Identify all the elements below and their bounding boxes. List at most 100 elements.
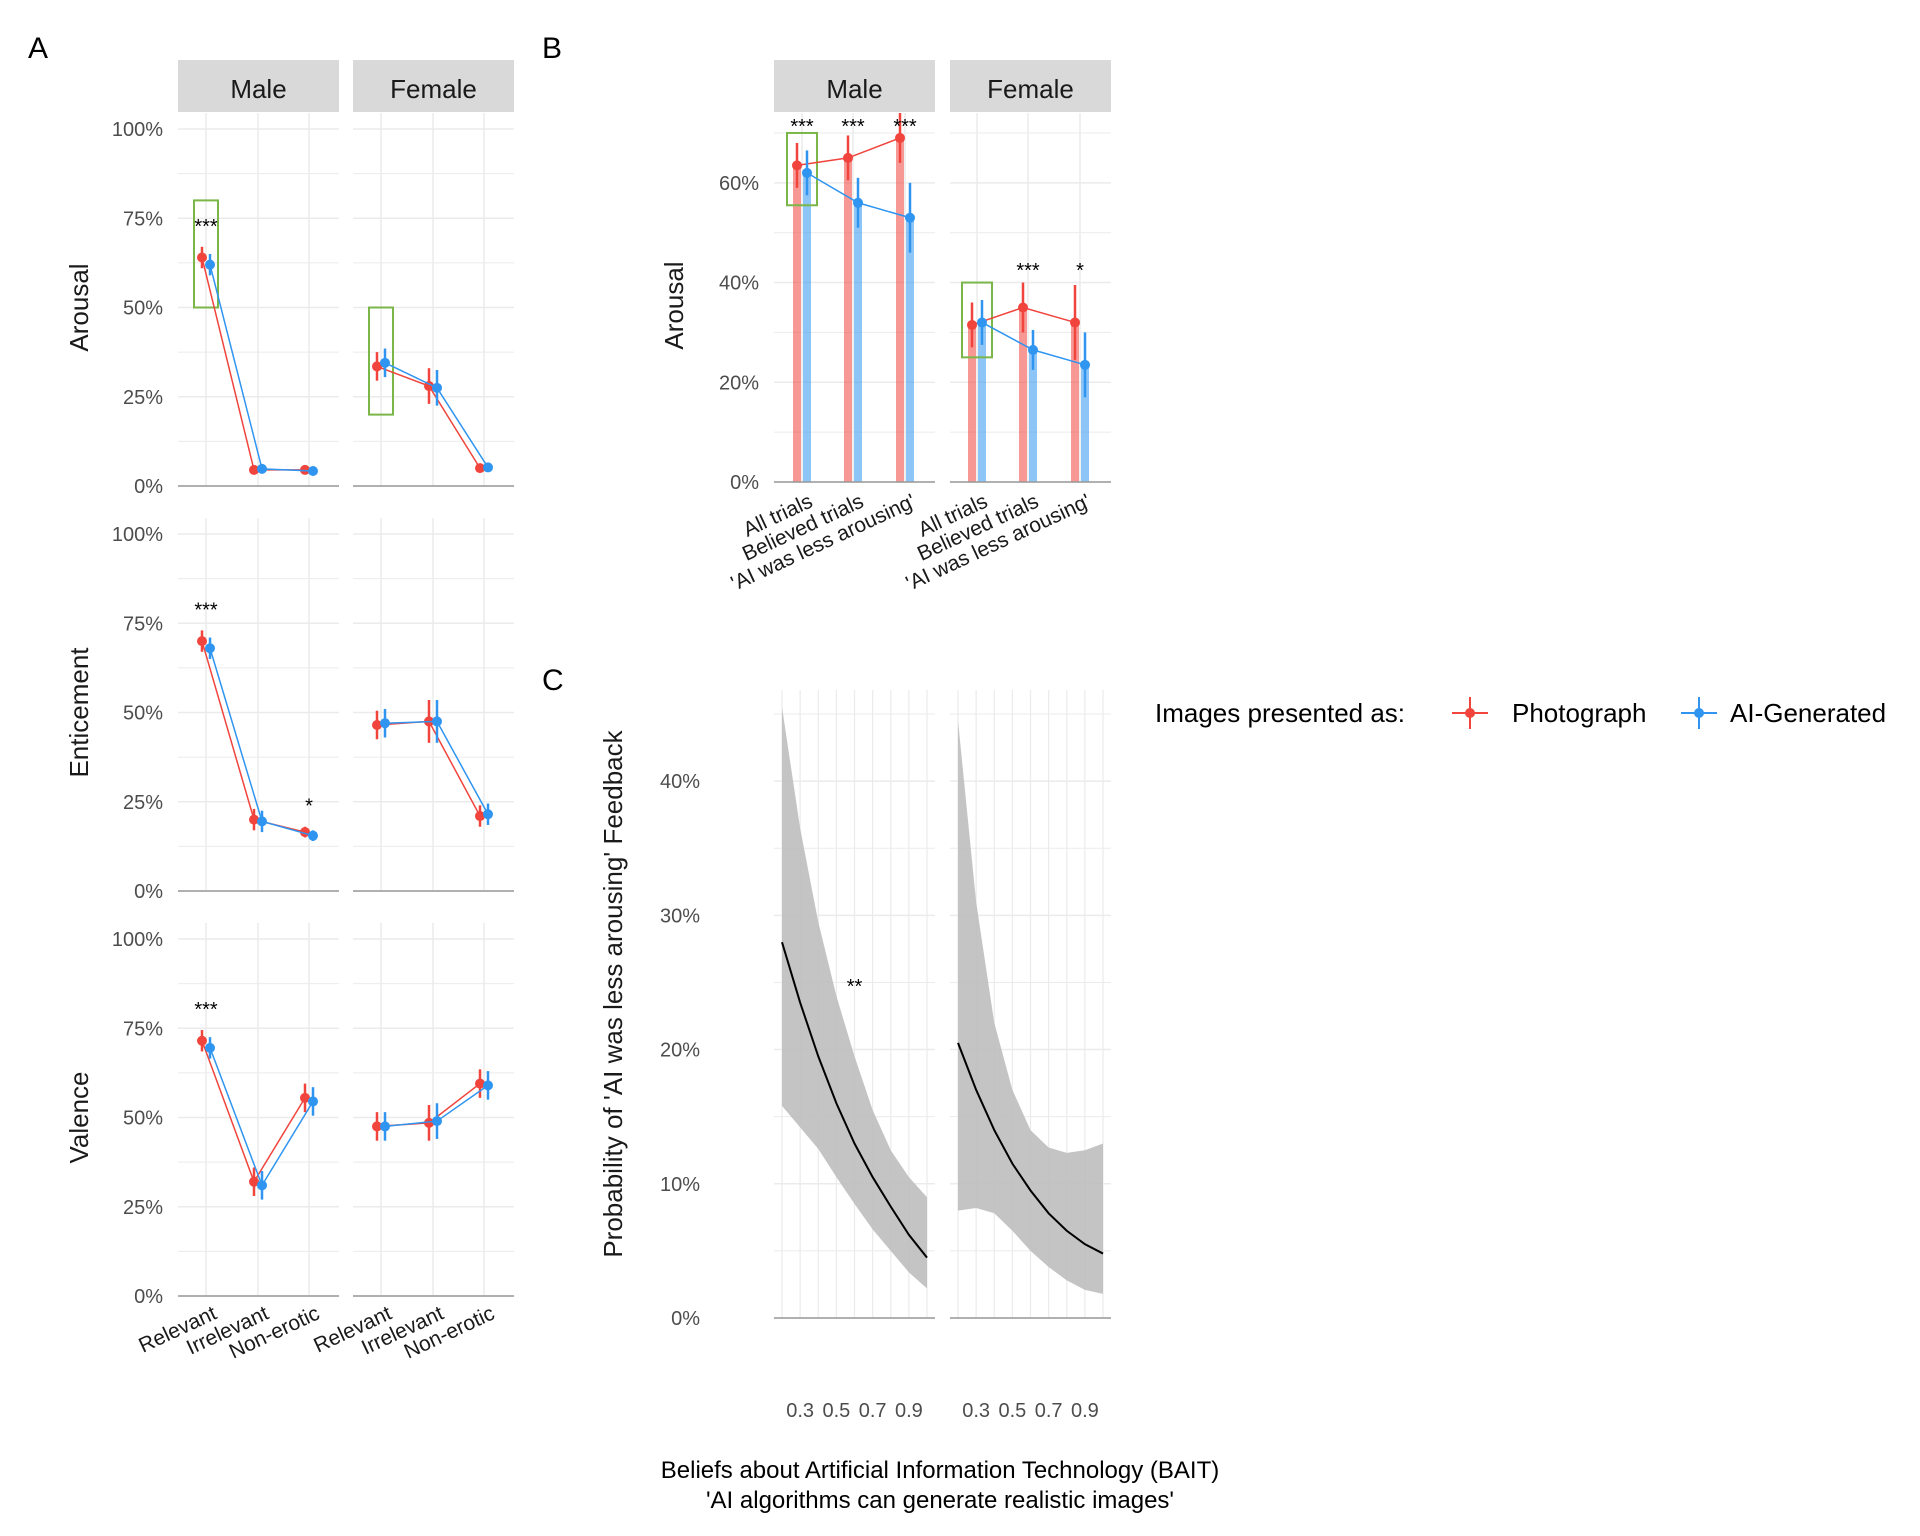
point-a [475, 811, 485, 822]
xtick-c: 0.9 [1071, 1400, 1099, 1422]
point-b [1080, 359, 1090, 370]
xlabel-c-line-1: 'AI algorithms can generate realistic im… [706, 1487, 1174, 1514]
series-line-a-ai-generated [209, 1047, 314, 1188]
sig-label-a: *** [194, 999, 218, 1021]
bar-b-ai-generated [906, 217, 914, 482]
ytick-a: 50% [123, 703, 163, 725]
ytick-a: 100% [112, 119, 163, 141]
bar-b-photograph [896, 137, 904, 483]
point-a [308, 1096, 318, 1107]
ytick-a: 0% [134, 1286, 163, 1308]
bar-b-ai-generated [978, 322, 986, 482]
point-a [380, 357, 390, 368]
sig-label-b: * [1076, 260, 1084, 282]
fit-line-c [957, 1042, 1104, 1255]
ytick-c: 40% [660, 771, 700, 793]
ylabel-b: Arousal [659, 261, 689, 349]
ytick-a: 75% [123, 613, 163, 635]
point-a [257, 1180, 267, 1191]
xtick-c: 0.3 [962, 1400, 990, 1422]
point-a [308, 466, 318, 477]
ytick-b: 40% [719, 273, 759, 295]
ytick-b: 0% [730, 472, 759, 494]
point-a [257, 816, 267, 827]
ytick-a: 25% [123, 387, 163, 409]
ytick-a: 0% [134, 476, 163, 498]
point-a [197, 252, 207, 263]
point-a [380, 718, 390, 729]
point-b [1018, 302, 1028, 313]
point-a [205, 643, 215, 654]
ylabel-a-0: Arousal [64, 263, 94, 351]
panel-c-bait-probability: Probability of 'AI was less arousing' Fe… [598, 690, 1219, 1514]
xtick-c: 0.7 [859, 1400, 887, 1422]
ytick-a: 50% [123, 298, 163, 320]
panel-a-arousal-enticement-valence: Male Female Arousal *** 0% 25% 50% 75% 100% Entic… [64, 60, 514, 1363]
sig-label-a: *** [194, 216, 218, 238]
point-b [792, 160, 802, 171]
bar-b-ai-generated [1029, 349, 1037, 482]
strip-b-0 [774, 60, 935, 112]
legend-key-photograph-icon [1452, 697, 1488, 729]
point-b [802, 167, 812, 178]
legend-title: Images presented as: [1155, 698, 1405, 728]
point-a [372, 1121, 382, 1132]
series-line-a-photograph [201, 1040, 306, 1184]
sig-label-b: *** [1016, 260, 1040, 282]
point-b [967, 319, 977, 330]
ytick-a: 25% [123, 792, 163, 814]
highlight-box-b [961, 281, 993, 359]
point-a [249, 1176, 259, 1187]
point-a [205, 1042, 215, 1053]
panel-letter-a: A [28, 32, 48, 65]
legend-label-photograph: Photograph [1512, 698, 1646, 728]
ytick-c: 10% [660, 1174, 700, 1196]
sig-label-b: *** [841, 116, 865, 138]
ytick-b: 60% [719, 173, 759, 195]
sig-label-c: ** [847, 976, 863, 998]
bar-b-photograph [1019, 307, 1027, 482]
bar-b-ai-generated [1081, 364, 1089, 482]
bar-b-photograph [1071, 322, 1079, 482]
point-b [977, 317, 987, 328]
point-a [432, 716, 442, 727]
ytick-a: 25% [123, 1197, 163, 1219]
confidence-ribbon-c [958, 720, 1103, 1294]
xlabel-c-line-0: Beliefs about Artificial Information Tec… [661, 1457, 1220, 1484]
ytick-b: 20% [719, 372, 759, 394]
series-line-a-ai-generated [209, 264, 314, 472]
point-a [483, 462, 493, 473]
point-a [249, 814, 259, 825]
legend: Images presented as: Photograph AI-Gener… [1155, 697, 1886, 729]
point-a [483, 809, 493, 820]
confidence-ribbon-c [782, 707, 927, 1289]
ylabel-a-2: Valence [64, 1071, 94, 1163]
highlight-box-a [368, 306, 394, 416]
xtick-c: 0.5 [822, 1400, 850, 1422]
point-a [205, 259, 215, 270]
sig-label-a: *** [194, 599, 218, 621]
ytick-c: 30% [660, 905, 700, 927]
highlight-box-a [193, 199, 219, 309]
point-a [432, 382, 442, 393]
sig-label-a: * [305, 796, 313, 818]
point-b [843, 152, 853, 163]
ytick-a: 50% [123, 1108, 163, 1130]
point-a [300, 1092, 310, 1103]
sig-label-b: *** [790, 116, 814, 138]
series-line-a-photograph [201, 640, 306, 833]
strip-label-a-1: Female [390, 74, 477, 104]
point-a [257, 463, 267, 474]
strip-label-b-1: Female [987, 74, 1074, 104]
legend-label-ai-generated: AI-Generated [1730, 698, 1886, 728]
xtick-c: 0.3 [786, 1400, 814, 1422]
ytick-a: 75% [123, 208, 163, 230]
point-a [483, 1080, 493, 1091]
bar-b-photograph [793, 165, 801, 482]
panel-letter-b: B [542, 32, 562, 65]
point-a [475, 1078, 485, 1089]
point-a [432, 1116, 442, 1127]
ylabel-c: Probability of 'AI was less arousing' Fe… [598, 729, 628, 1257]
